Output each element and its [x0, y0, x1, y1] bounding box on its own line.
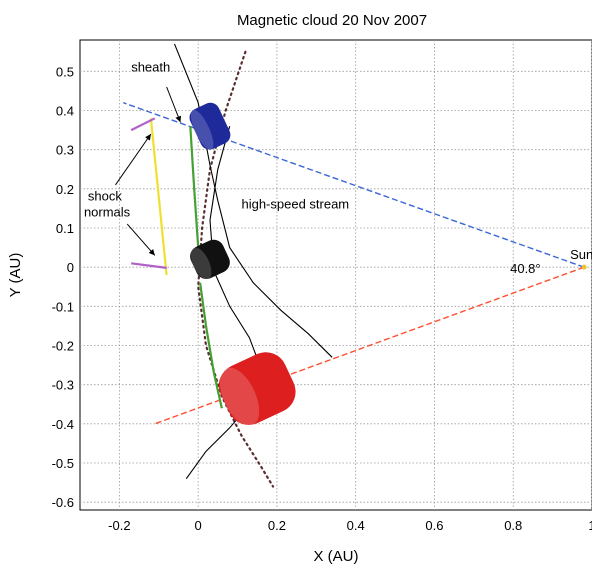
chart-title: Magnetic cloud 20 Nov 2007	[237, 12, 427, 29]
sun-label: Sun	[570, 247, 592, 262]
annotation-label: shock	[88, 189, 122, 204]
y-tick-label: 0.2	[56, 182, 74, 197]
y-tick-label: -0.1	[52, 299, 74, 314]
sun-marker	[582, 265, 587, 270]
y-tick-label: -0.2	[52, 339, 74, 354]
y-tick-label: 0.3	[56, 143, 74, 158]
annotation-label: high-speed stream	[241, 196, 349, 211]
x-axis-label: X (AU)	[314, 548, 359, 565]
x-tick-label: 0.2	[268, 518, 286, 533]
x-tick-label: 0.6	[425, 518, 443, 533]
x-tick-label: 1	[588, 518, 592, 533]
x-tick-label: 0.8	[504, 518, 522, 533]
y-tick-label: 0	[67, 260, 74, 275]
x-tick-label: -0.2	[108, 518, 130, 533]
y-tick-label: -0.5	[52, 456, 74, 471]
x-tick-label: 0.4	[347, 518, 365, 533]
y-tick-label: -0.4	[52, 417, 74, 432]
y-axis-label: Y (AU)	[7, 253, 24, 298]
angle-label: 40.8°	[510, 261, 541, 276]
y-tick-label: 0.4	[56, 104, 74, 119]
annotation-label: normals	[84, 204, 131, 219]
y-tick-label: 0.5	[56, 64, 74, 79]
x-tick-label: 0	[195, 518, 202, 533]
y-tick-label: -0.6	[52, 495, 74, 510]
y-tick-label: 0.1	[56, 221, 74, 236]
y-tick-label: -0.3	[52, 378, 74, 393]
annotation-label: sheath	[131, 59, 170, 74]
